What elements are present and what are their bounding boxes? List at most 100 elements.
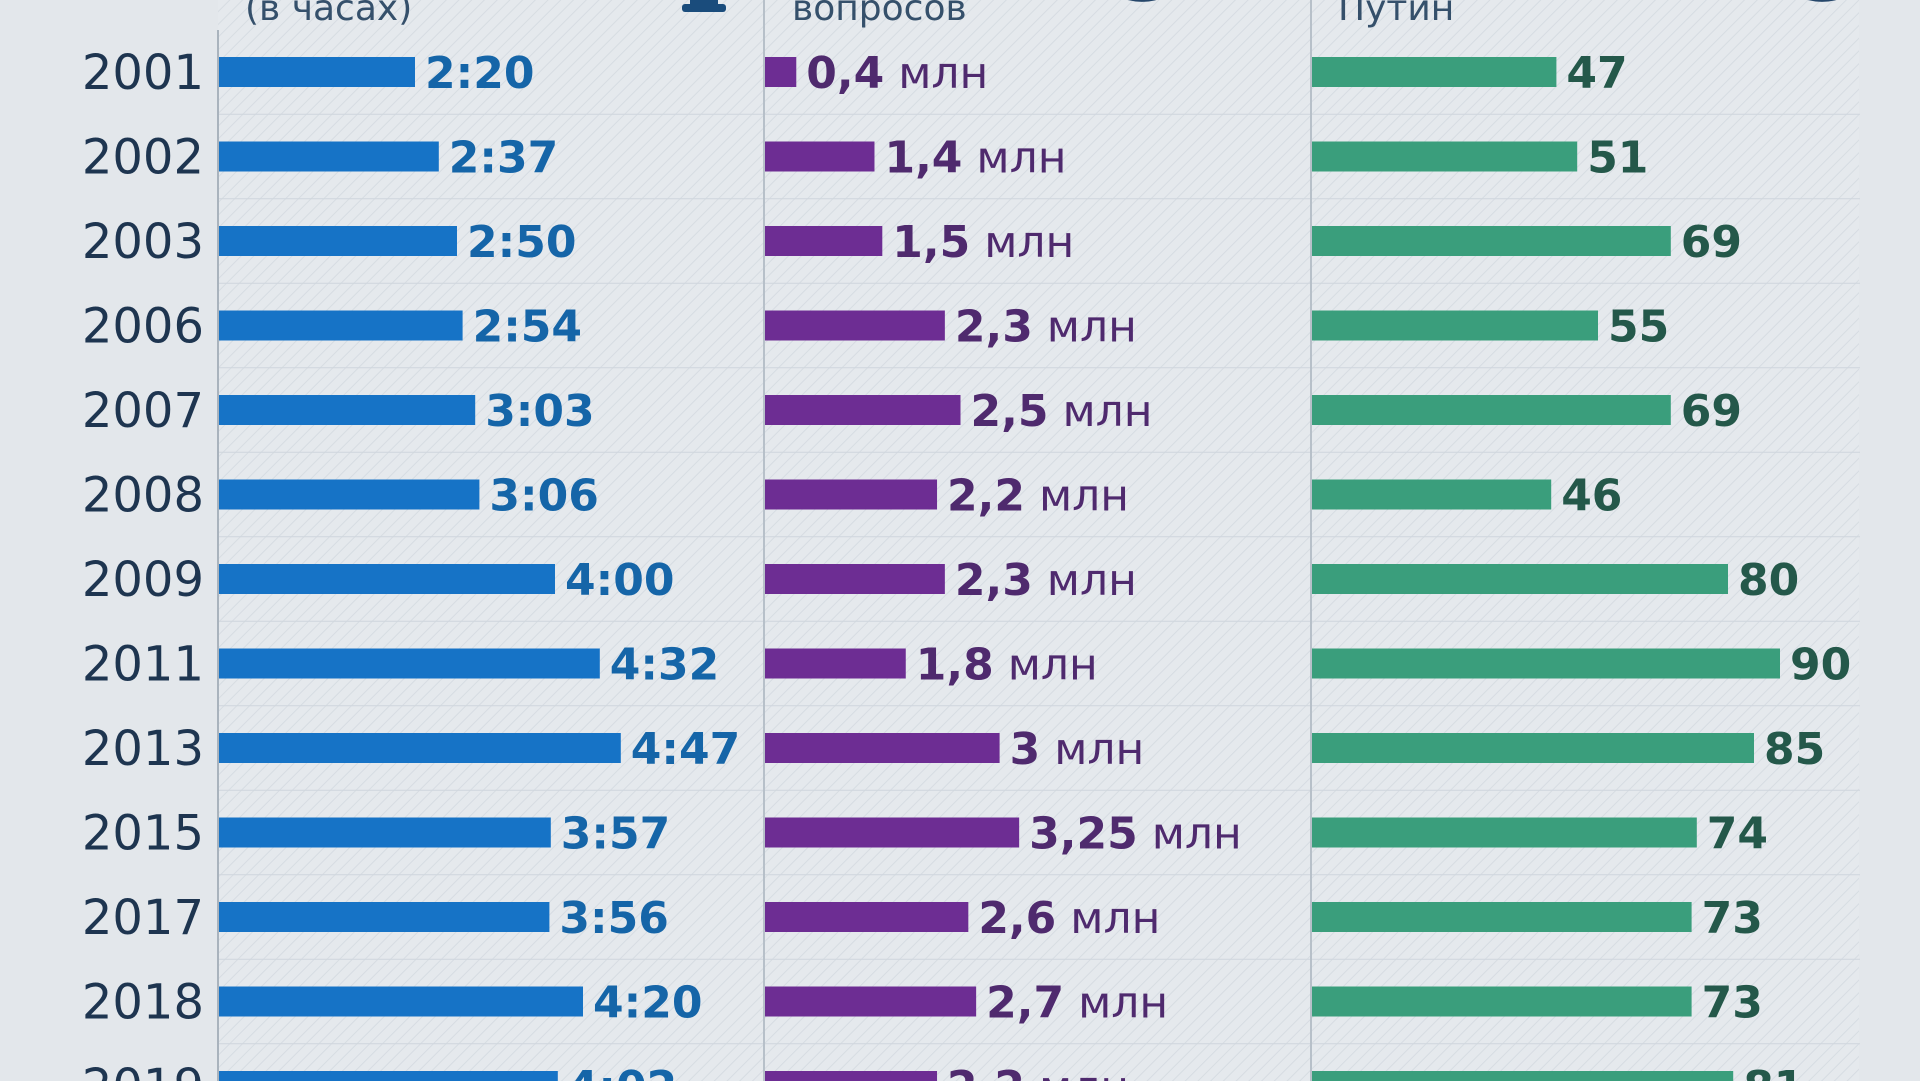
bar-series-1 [219, 1071, 558, 1081]
value-label-series-2: 2,7 млн [986, 978, 1168, 1029]
year-label: 2001 [82, 45, 204, 101]
year-label: 2009 [82, 552, 204, 608]
value-label-series-1: 4:00 [565, 555, 674, 606]
bar-series-1 [219, 226, 457, 256]
value-label-series-3: 80 [1738, 555, 1799, 606]
value-label-series-2: 1,8 млн [916, 640, 1098, 691]
value-label-series-2: 1,4 млн [884, 133, 1066, 184]
value-label-series-1: 3:03 [485, 386, 594, 437]
value-label-series-2: 2,3 млн [955, 555, 1137, 606]
value-label-series-3: 69 [1681, 217, 1742, 268]
year-label: 2007 [82, 383, 204, 439]
bar-series-1 [219, 57, 415, 87]
unit-label: млн [1033, 555, 1137, 606]
clock-icon [682, 0, 726, 12]
bar-series-1 [219, 986, 583, 1017]
bar-series-1 [219, 564, 555, 594]
bar-series-1 [219, 479, 480, 510]
header-questions: вопросов [792, 0, 967, 29]
bar-series-2 [765, 141, 875, 172]
unit-label: млн [962, 133, 1066, 184]
unit-label: млн [970, 217, 1074, 268]
value-label-series-1: 2:20 [425, 48, 534, 99]
header-duration: (в часах) [245, 0, 412, 29]
year-label: 2015 [82, 806, 204, 862]
year-label: 2006 [82, 299, 204, 355]
bar-series-1 [219, 902, 550, 932]
bar-series-2 [765, 902, 969, 932]
value-label-series-1: 4:32 [610, 640, 719, 691]
bar-series-3 [1312, 57, 1557, 87]
value-label-series-3: 90 [1790, 640, 1851, 691]
bar-series-2 [765, 310, 945, 341]
value-label-series-1: 4:02 [568, 1062, 677, 1081]
bar-series-2 [765, 986, 977, 1017]
year-label: 2017 [82, 890, 204, 946]
panel-questions-bg [764, 0, 1310, 1081]
value-label-series-3: 74 [1707, 809, 1768, 860]
bar-series-2 [765, 226, 883, 256]
value-label-series-3: 55 [1608, 302, 1669, 353]
bar-series-2 [765, 564, 945, 594]
value-label-series-3: 73 [1702, 893, 1763, 944]
value-label-series-3: 73 [1702, 978, 1763, 1029]
value-label-series-2: 2,3 млн [955, 302, 1137, 353]
year-labels: 2001 2002 2003 2006 2007 2008 2009 2011 2013 2015… [82, 45, 204, 1081]
bar-series-3 [1312, 141, 1578, 172]
value-label-series-1: 2:54 [473, 302, 582, 353]
unit-label: млн [1048, 386, 1152, 437]
unit-label: млн [1056, 893, 1160, 944]
year-label: 2002 [82, 130, 204, 186]
bar-series-3 [1312, 310, 1598, 341]
value-label-series-2: 2,6 млн [978, 893, 1160, 944]
bar-series-3 [1312, 902, 1692, 932]
bar-series-2 [765, 395, 961, 425]
value-label-series-2: 3 млн [1010, 724, 1145, 775]
bar-series-3 [1312, 733, 1754, 763]
year-label: 2019 [82, 1059, 204, 1081]
bar-series-1 [219, 141, 439, 172]
bar-series-3 [1312, 395, 1671, 425]
unit-label: млн [1025, 1062, 1129, 1081]
value-label-series-2: 2,2 млн [947, 1062, 1129, 1081]
bar-series-1 [219, 733, 621, 763]
panel-answers-bg [1311, 0, 1859, 1081]
year-label: 2003 [82, 214, 204, 270]
unit-label: млн [1040, 724, 1144, 775]
panel-duration-bg [218, 0, 763, 1081]
value-label-series-2: 0,4 млн [806, 48, 988, 99]
bar-series-2 [765, 817, 1020, 848]
value-label-series-1: 3:57 [561, 809, 670, 860]
unit-label: млн [994, 640, 1098, 691]
bar-series-1 [219, 395, 476, 425]
value-label-series-1: 3:56 [559, 893, 668, 944]
year-label: 2008 [82, 468, 204, 524]
value-label-series-1: 2:50 [467, 217, 576, 268]
bar-series-3 [1312, 817, 1697, 848]
value-labels: 2:20 0,4 млн 47 2:37 1,4 млн 51 2:50 1,5 млн 69 2… [425, 48, 1851, 1081]
bar-series-1 [219, 310, 463, 341]
unit-label: млн [1033, 302, 1137, 353]
bar-series-2 [765, 57, 797, 87]
unit-label: млн [1064, 978, 1168, 1029]
bar-series-3 [1312, 226, 1671, 256]
bar-series-3 [1312, 479, 1552, 510]
bars-group [219, 57, 1780, 1081]
bar-series-1 [219, 648, 600, 679]
unit-label: млн [1025, 471, 1129, 522]
year-label: 2013 [82, 721, 204, 777]
unit-label: млн [1138, 809, 1242, 860]
value-label-series-1: 2:37 [449, 133, 558, 184]
value-label-series-1: 3:06 [489, 471, 598, 522]
value-label-series-3: 81 [1743, 1062, 1804, 1081]
bar-series-3 [1312, 648, 1780, 679]
bar-series-3 [1312, 986, 1692, 1017]
value-label-series-3: 85 [1764, 724, 1825, 775]
value-label-series-1: 4:20 [593, 978, 702, 1029]
value-label-series-2: 2,2 млн [947, 471, 1129, 522]
header-answers: Путин [1338, 0, 1454, 29]
value-label-series-2: 1,5 млн [892, 217, 1074, 268]
value-label-series-3: 47 [1566, 48, 1627, 99]
bar-series-2 [765, 1071, 938, 1081]
bar-series-3 [1312, 1071, 1734, 1081]
